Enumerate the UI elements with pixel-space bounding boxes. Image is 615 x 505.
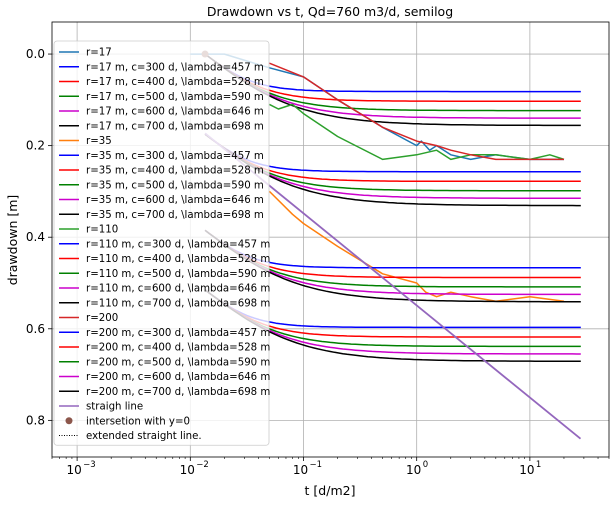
x-axis-label: t [d/m2] [305,483,356,498]
legend-box [53,40,270,446]
legend-label: r=110 m, c=700 d, \lambda=698 m [86,298,270,309]
x-tick-exponent: −2 [196,460,209,470]
x-tick-exponent: 0 [423,460,428,470]
legend-label: r=17 m, c=700 d, \lambda=698 m [86,121,264,132]
legend-label: extended straight line. [86,431,202,442]
legend-label: r=17 m, c=600 d, \lambda=646 m [86,107,264,118]
legend-label: r=110 m, c=600 d, \lambda=646 m [86,284,270,295]
y-tick-label: 0.6 [26,322,45,336]
legend-label: r=200 m, c=400 d, \lambda=528 m [86,343,270,354]
x-tick-exponent: −1 [309,460,322,470]
y-tick-label: 0.4 [26,230,45,244]
y-axis-label: drawdown [m] [5,195,20,286]
legend-label: r=17 m, c=400 d, \lambda=528 m [86,77,264,88]
legend-label: r=35 m, c=400 d, \lambda=528 m [86,166,264,177]
legend-label: r=110 m, c=300 d, \lambda=457 m [86,239,270,250]
x-tick-label: 10 [406,463,421,477]
legend-label: r=200 m, c=500 d, \lambda=590 m [86,357,270,368]
legend-label: r=35 m, c=700 d, \lambda=698 m [86,210,264,221]
legend-label: r=35 [86,136,112,147]
chart-title: Drawdown vs t, Qd=760 m3/d, semilog [207,4,453,19]
legend-label: intersetion with y=0 [86,416,190,427]
legend-label: r=200 m, c=600 d, \lambda=646 m [86,372,270,383]
legend-label: r=200 m, c=300 d, \lambda=457 m [86,328,270,339]
x-tick-exponent: 1 [536,460,541,470]
y-tick-label: 0.0 [26,47,45,61]
x-tick-exponent: −3 [83,460,96,470]
legend: r=17 r=17 m, c=300 d, \lambda=457 m r=17 m… [53,40,270,446]
legend-label: straigh line [86,402,143,413]
y-tick-label: 0.2 [26,139,45,153]
axis-ticks: 10 −3 10 −2 10 −1 10 0 10 10.00.20.40.60.8 [26,47,610,477]
legend-label: r=35 m, c=600 d, \lambda=646 m [86,195,264,206]
legend-label: r=200 [86,313,118,324]
legend-label: r=17 m, c=500 d, \lambda=590 m [86,92,264,103]
legend-label: r=110 [86,225,118,236]
legend-label: r=35 m, c=500 d, \lambda=590 m [86,180,264,191]
x-tick-label: 10 [293,463,308,477]
legend-label: r=35 m, c=300 d, \lambda=457 m [86,151,264,162]
legend-label: r=110 m, c=500 d, \lambda=590 m [86,269,270,280]
legend-label: r=17 m, c=300 d, \lambda=457 m [86,62,264,73]
x-tick-label: 10 [66,463,81,477]
x-tick-label: 10 [519,463,534,477]
series-layer [190,50,582,440]
plot-frame [51,21,610,458]
legend-marker-intersetion-with-y-0 [65,417,73,425]
series-line-r-200 [269,62,564,161]
series-line-r-110 [269,103,565,161]
x-tick-label: 10 [180,463,195,477]
legend-label: r=110 m, c=400 d, \lambda=528 m [86,254,270,265]
legend-label: r=200 m, c=700 d, \lambda=698 m [86,387,270,398]
series-line-r-17 [190,53,564,161]
y-tick-label: 0.8 [26,413,45,427]
legend-label: r=17 [86,48,112,59]
